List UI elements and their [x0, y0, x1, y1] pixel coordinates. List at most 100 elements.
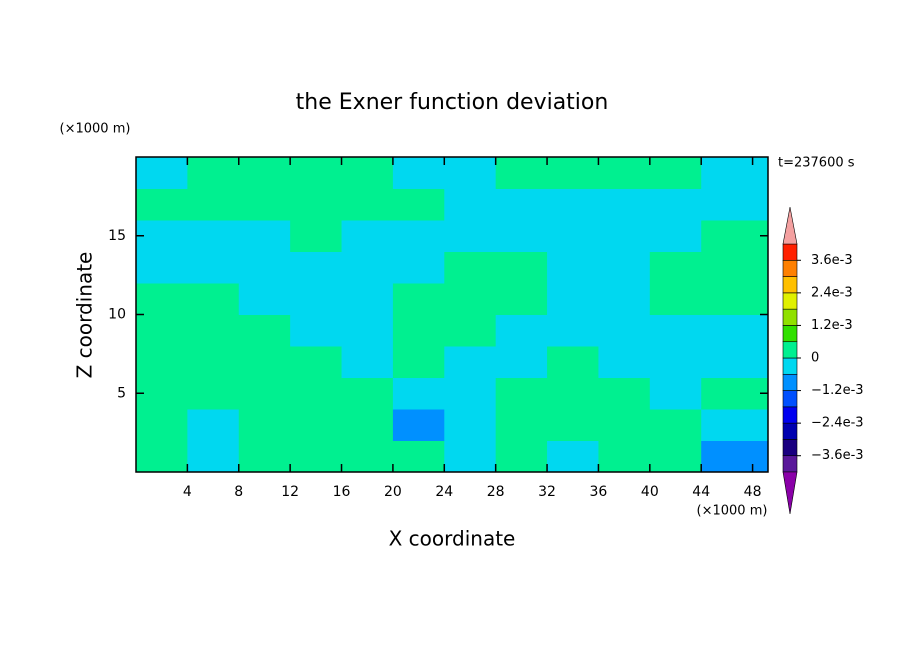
- cell: [187, 409, 240, 441]
- cell: [290, 157, 343, 189]
- cell: [187, 377, 240, 410]
- cell: [238, 251, 291, 284]
- cell: [547, 251, 599, 284]
- colorbar-tick-label: −3.6e-3: [811, 448, 864, 463]
- cell: [547, 409, 599, 441]
- cell: [238, 188, 291, 221]
- cell: [495, 188, 548, 221]
- cell: [392, 346, 445, 378]
- x-tick-label: 44: [692, 484, 710, 500]
- chart-title: the Exner function deviation: [296, 90, 609, 115]
- x-tick-label: 12: [281, 484, 299, 500]
- cell: [290, 409, 343, 441]
- cell: [392, 409, 445, 441]
- cell: [392, 251, 445, 284]
- cell: [495, 251, 548, 284]
- colorbar-segment: [782, 259, 798, 277]
- y-tick-label: 10: [108, 307, 126, 323]
- colorbar-tick-label: −2.4e-3: [811, 416, 864, 431]
- cell: [136, 377, 188, 410]
- cell: [701, 314, 769, 347]
- cell: [701, 440, 769, 473]
- colorbar-segment: [782, 357, 798, 375]
- cell: [495, 440, 548, 473]
- cell: [290, 346, 343, 378]
- x-tick-label: 32: [538, 484, 556, 500]
- cell: [444, 157, 497, 189]
- field: [136, 157, 769, 473]
- colorbar-segment: [782, 292, 798, 310]
- cell: [392, 283, 445, 315]
- cell: [136, 283, 188, 315]
- colorbar-segment: [782, 439, 798, 457]
- cell: [444, 251, 497, 284]
- cell: [187, 346, 240, 378]
- cell: [547, 377, 599, 410]
- cell: [649, 283, 702, 315]
- colorbar-segment: [782, 276, 798, 294]
- cell: [341, 346, 394, 378]
- cell: [341, 157, 394, 189]
- cell: [495, 346, 548, 378]
- cell: [341, 409, 394, 441]
- cell: [392, 220, 445, 252]
- cell: [495, 157, 548, 189]
- cell: [290, 314, 343, 347]
- x-axis-label: X coordinate: [389, 527, 516, 551]
- x-tick-label: 40: [641, 484, 659, 500]
- cell: [136, 409, 188, 441]
- colorbar-extend-low: [782, 471, 798, 515]
- cell: [649, 188, 702, 221]
- cell: [341, 314, 394, 347]
- colorbar-tick-label: 1.2e-3: [811, 318, 853, 333]
- colorbar-segment: [782, 325, 798, 343]
- cell: [238, 346, 291, 378]
- cell: [290, 251, 343, 284]
- cell: [598, 440, 651, 473]
- cell: [290, 220, 343, 252]
- cell: [444, 188, 497, 221]
- x-tick-label: 28: [487, 484, 505, 500]
- time-label: t=237600 s: [778, 156, 855, 171]
- cell: [341, 377, 394, 410]
- colorbar-segment: [782, 455, 798, 473]
- cell: [547, 346, 599, 378]
- cell: [598, 314, 651, 347]
- cell: [238, 440, 291, 473]
- cell: [701, 377, 769, 410]
- y-unit: (×1000 m): [60, 122, 131, 137]
- cell: [238, 283, 291, 315]
- cell: [392, 377, 445, 410]
- cell: [341, 440, 394, 473]
- x-tick-label: 4: [183, 484, 192, 500]
- cell: [598, 157, 651, 189]
- cell: [136, 157, 188, 189]
- colorbar-tick-label: −1.2e-3: [811, 383, 864, 398]
- cell: [392, 440, 445, 473]
- cell: [392, 314, 445, 347]
- y-axis-label: Z coordinate: [73, 252, 97, 379]
- cell: [701, 409, 769, 441]
- x-unit: (×1000 m): [697, 504, 768, 519]
- cell: [598, 346, 651, 378]
- cell: [444, 220, 497, 252]
- cell: [649, 377, 702, 410]
- cell: [495, 409, 548, 441]
- cell: [701, 283, 769, 315]
- x-tick-label: 20: [384, 484, 402, 500]
- cell: [136, 188, 188, 221]
- cell: [136, 346, 188, 378]
- cell: [290, 440, 343, 473]
- x-tick-label: 16: [333, 484, 351, 500]
- cell: [238, 377, 291, 410]
- cell: [598, 220, 651, 252]
- cell: [649, 220, 702, 252]
- cell: [547, 157, 599, 189]
- colorbar-segment: [782, 373, 798, 391]
- cell: [444, 409, 497, 441]
- cell: [701, 220, 769, 252]
- cell: [547, 220, 599, 252]
- cell: [187, 251, 240, 284]
- cell: [238, 220, 291, 252]
